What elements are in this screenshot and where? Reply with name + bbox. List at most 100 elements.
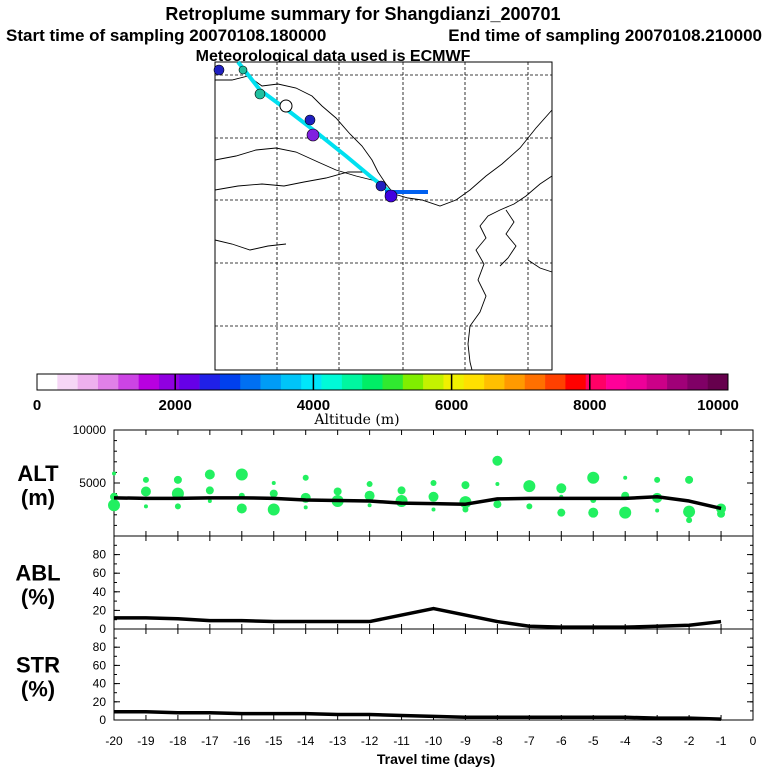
y-tick-label: 20	[93, 695, 107, 709]
colorbar-swatch	[545, 374, 566, 390]
x-tick-label: -2	[684, 734, 695, 748]
x-tick-label: -14	[297, 734, 315, 748]
altitude-colorbar: 0 2000 4000 6000 8000 10000 Altitude (m)	[33, 373, 739, 428]
x-axis-title: Travel time (days)	[377, 751, 495, 767]
plume-cluster-point	[686, 517, 693, 524]
plume-cluster-point	[493, 500, 502, 509]
map-frame	[214, 61, 553, 371]
plume-cluster-point	[112, 471, 116, 476]
colorbar-tick-label: 4000	[297, 397, 330, 414]
cluster-marker	[375, 180, 387, 192]
x-tick-label: -10	[425, 734, 443, 748]
cluster-marker	[279, 99, 293, 113]
colorbar-tick-label: 8000	[573, 397, 606, 414]
time-series-panels: 100005000ALT(m)806040200ABL(%)806040200S…	[15, 423, 756, 767]
plume-cluster-point	[526, 503, 533, 510]
map-graticule	[215, 62, 552, 370]
y-tick-label: 0	[99, 713, 106, 727]
x-tick-label: -11	[393, 734, 410, 748]
cluster-markers	[213, 64, 398, 203]
colorbar-frame	[36, 373, 729, 391]
panel-frame	[113, 535, 754, 630]
y-tick-label: 5000	[79, 476, 106, 490]
colorbar-swatch	[97, 374, 119, 390]
plume-cluster-point	[108, 499, 120, 512]
end-time-label: End time of sampling 20070108.210000	[448, 26, 762, 45]
colorbar-tick-label: 10000	[697, 397, 739, 414]
colorbar-swatch	[260, 374, 282, 390]
trajectory-map	[213, 60, 553, 371]
colorbar-swatch	[301, 374, 322, 390]
colorbar-swatch	[626, 374, 648, 390]
colorbar-swatch	[565, 374, 587, 390]
colorbar-tick-label: 0	[33, 397, 41, 414]
panel-label-name: STR	[16, 653, 60, 678]
plume-cluster-point	[683, 505, 696, 518]
plume-cluster-point	[623, 475, 628, 480]
map-borders	[214, 75, 553, 371]
x-tick-label: -18	[169, 734, 187, 748]
plume-cluster-point	[397, 486, 406, 495]
plume-cluster-point	[140, 486, 151, 497]
plume-cluster-point	[428, 491, 439, 502]
colorbar-swatch	[362, 374, 383, 390]
met-data-label: Meteorological data used is ECMWF	[196, 48, 471, 65]
y-tick-label: 20	[93, 603, 107, 617]
colorbar-swatch	[199, 374, 221, 390]
plume-cluster-point	[267, 503, 280, 516]
colorbar-swatch	[219, 374, 241, 390]
x-tick-label: -9	[460, 734, 471, 748]
y-tick-label: 80	[93, 640, 107, 654]
series-line-str	[114, 710, 722, 721]
colorbar-swatch	[77, 374, 99, 390]
series-line-abl	[114, 606, 722, 629]
plume-cluster-point	[430, 480, 437, 486]
y-tick-label: 40	[93, 677, 107, 691]
plume-cluster-point	[302, 474, 309, 481]
x-tick-label: -5	[588, 734, 599, 748]
plume-cluster-point	[236, 503, 247, 514]
x-tick-label: -1	[716, 734, 727, 748]
plume-cluster-point	[143, 504, 148, 509]
plume-cluster-point	[142, 476, 149, 483]
panel-abl: 80 60 40 20 0 ABL(%)	[15, 535, 754, 636]
x-tick-label: -13	[329, 734, 347, 748]
plume-cluster-point	[462, 506, 469, 513]
colorbar-swatch	[240, 374, 261, 390]
x-tick-label: -15	[265, 734, 283, 748]
colorbar-tick-label: 6000	[435, 397, 468, 414]
colorbar-swatch	[585, 374, 607, 390]
plume-cluster-point	[269, 489, 278, 498]
colorbar-swatch	[687, 374, 708, 390]
plume-cluster-point	[495, 482, 500, 487]
x-tick-label: -19	[137, 734, 155, 748]
plume-cluster-point	[364, 490, 375, 501]
plume-cluster-point	[173, 475, 182, 484]
cluster-marker	[384, 189, 398, 203]
y-tick-label: 40	[93, 585, 107, 599]
colorbar-swatch	[158, 374, 180, 390]
plume-cluster-point	[271, 481, 276, 485]
panel-frame	[113, 628, 754, 721]
colorbar-swatch	[341, 374, 363, 390]
cluster-marker	[238, 65, 248, 75]
chart-title: Retroplume summary for Shangdianzi_20070…	[165, 4, 560, 24]
colorbar-swatch	[402, 374, 424, 390]
colorbar-tick-label: 2000	[159, 397, 192, 414]
cluster-marker	[254, 88, 266, 100]
panel-label-unit: (%)	[21, 585, 55, 610]
plume-cluster-point	[367, 503, 372, 508]
panel-alt: 10000 5000 ALT(m)	[17, 423, 754, 537]
colorbar-swatch	[524, 374, 546, 390]
colorbar-swatch	[484, 374, 505, 390]
plume-cluster-point	[235, 468, 248, 481]
plume-cluster-point	[655, 508, 660, 513]
colorbar-swatch	[443, 374, 465, 390]
y-tick-label: 0	[99, 622, 106, 636]
colorbar-swatch	[138, 374, 160, 390]
colorbar-swatch	[321, 374, 343, 390]
colorbar-title: Altitude (m)	[313, 412, 399, 428]
x-tick-label: -4	[620, 734, 631, 748]
